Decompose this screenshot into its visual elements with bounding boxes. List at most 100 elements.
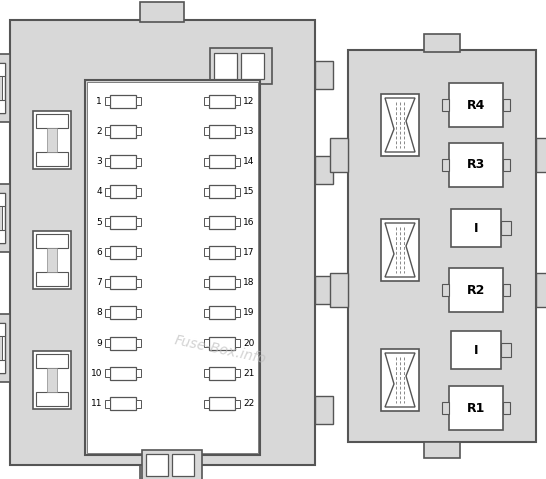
Bar — [33, 231, 71, 289]
Bar — [348, 50, 536, 442]
Bar — [105, 97, 110, 105]
Bar — [110, 246, 136, 259]
Text: 18: 18 — [243, 278, 254, 287]
Bar — [140, 465, 184, 479]
Bar — [105, 339, 110, 347]
Bar — [36, 272, 68, 286]
Bar — [136, 188, 141, 196]
Bar — [105, 279, 110, 286]
Bar — [47, 128, 57, 152]
Bar — [136, 369, 141, 377]
Text: 12: 12 — [243, 97, 254, 105]
Text: 17: 17 — [243, 248, 254, 257]
Bar — [105, 399, 110, 408]
Bar — [110, 216, 136, 228]
Bar — [235, 127, 240, 135]
Bar — [449, 143, 503, 187]
Bar — [36, 152, 68, 166]
Bar — [501, 343, 511, 357]
Bar — [235, 249, 240, 256]
Bar — [235, 339, 240, 347]
Bar — [209, 155, 235, 168]
Text: R2: R2 — [467, 284, 485, 297]
Text: R3: R3 — [467, 159, 485, 171]
Bar — [209, 125, 235, 138]
Bar — [136, 218, 141, 226]
Text: 3: 3 — [96, 157, 102, 166]
Bar — [381, 94, 419, 156]
Bar — [110, 125, 136, 138]
Bar — [0, 206, 2, 230]
Bar — [33, 111, 71, 169]
Text: 19: 19 — [243, 308, 254, 318]
Bar — [105, 249, 110, 256]
Bar — [47, 248, 57, 272]
Bar — [315, 396, 333, 424]
Bar — [204, 339, 209, 347]
Bar — [0, 184, 10, 252]
Bar — [110, 337, 136, 350]
Bar — [85, 80, 260, 455]
Bar — [0, 76, 2, 100]
Bar — [0, 314, 10, 382]
Bar — [381, 349, 419, 411]
Bar — [235, 369, 240, 377]
Text: 11: 11 — [91, 399, 102, 408]
Bar — [449, 268, 503, 312]
Bar — [235, 279, 240, 286]
Bar — [204, 97, 209, 105]
Bar — [105, 369, 110, 377]
Text: 20: 20 — [243, 339, 254, 348]
Bar — [0, 54, 10, 122]
Bar — [451, 331, 501, 369]
Bar — [330, 273, 348, 307]
Bar — [424, 34, 460, 52]
Text: I: I — [474, 343, 478, 356]
Bar — [0, 323, 5, 373]
Bar — [536, 138, 546, 172]
Bar — [0, 100, 5, 113]
Text: 9: 9 — [96, 339, 102, 348]
Bar — [204, 249, 209, 256]
Bar — [105, 309, 110, 317]
Bar — [105, 188, 110, 196]
Polygon shape — [385, 353, 415, 407]
Bar — [209, 276, 235, 289]
Bar — [0, 323, 5, 336]
Bar — [381, 219, 419, 281]
Bar — [105, 127, 110, 135]
Text: 10: 10 — [91, 369, 102, 378]
Text: 8: 8 — [96, 308, 102, 318]
Text: 15: 15 — [243, 187, 254, 196]
Bar — [142, 450, 202, 479]
Bar — [235, 218, 240, 226]
Bar — [136, 309, 141, 317]
Bar — [172, 454, 194, 476]
Bar — [442, 284, 449, 296]
Bar — [204, 218, 209, 226]
Bar — [235, 399, 240, 408]
Bar — [315, 61, 333, 89]
Bar — [449, 386, 503, 430]
Bar — [47, 368, 57, 392]
Bar — [209, 367, 235, 380]
Bar — [87, 82, 258, 453]
Text: R4: R4 — [467, 99, 485, 112]
Bar — [503, 284, 510, 296]
Bar — [136, 97, 141, 105]
Bar — [110, 367, 136, 380]
Bar — [110, 185, 136, 198]
Text: I: I — [474, 221, 478, 235]
Bar — [204, 399, 209, 408]
Bar — [235, 158, 240, 166]
Bar — [136, 279, 141, 286]
Bar — [204, 158, 209, 166]
Text: 7: 7 — [96, 278, 102, 287]
Bar — [136, 158, 141, 166]
Bar — [36, 114, 68, 128]
Bar — [0, 336, 2, 360]
Bar — [136, 127, 141, 135]
Text: Fuse-Box.info: Fuse-Box.info — [173, 333, 267, 366]
Bar — [209, 185, 235, 198]
Bar — [451, 209, 501, 247]
